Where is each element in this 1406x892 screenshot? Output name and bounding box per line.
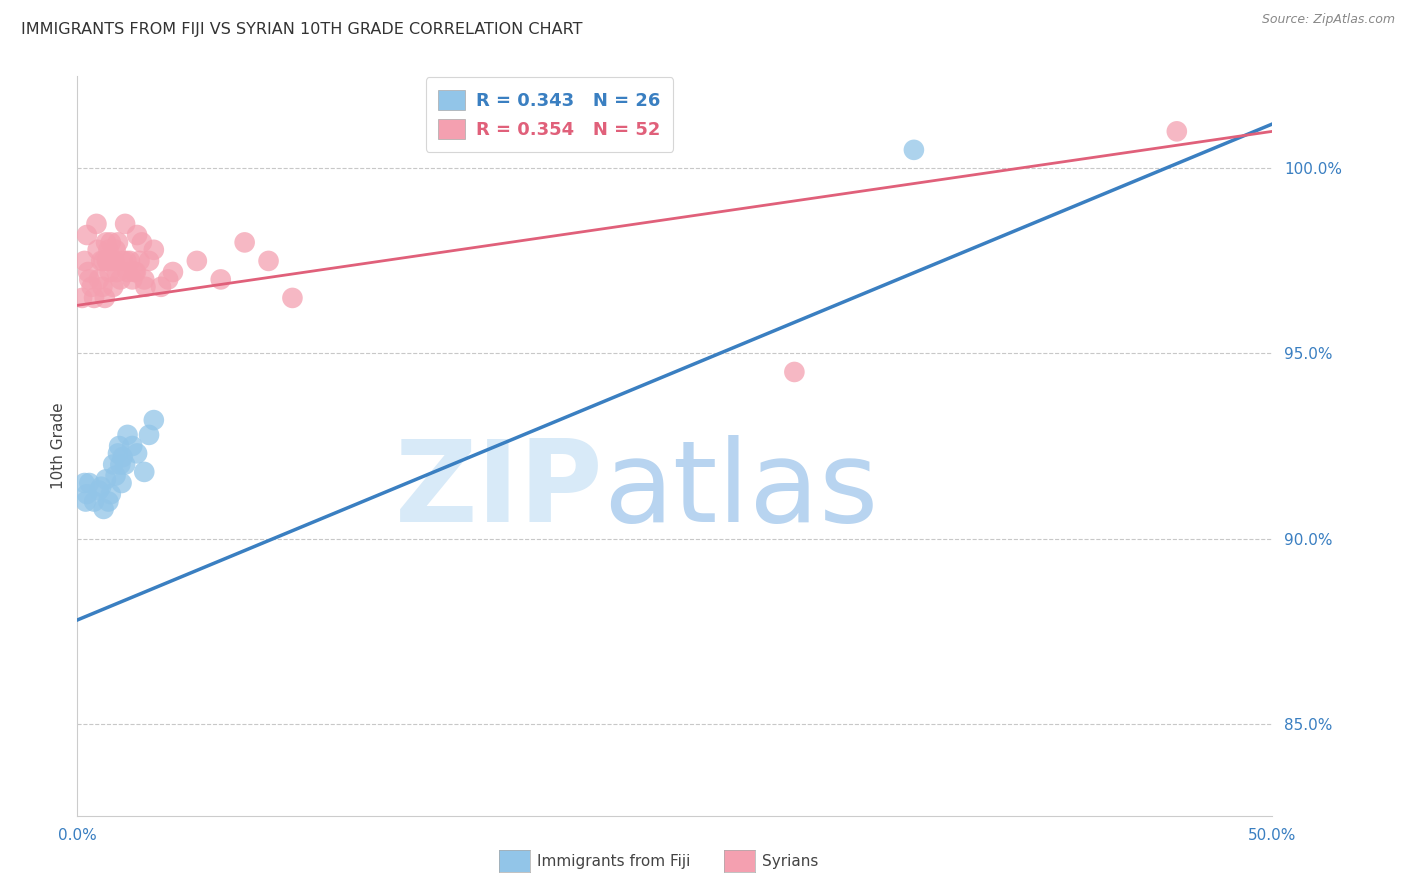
Point	[104, 243, 127, 257]
Point	[186, 253, 208, 268]
Point	[108, 439, 131, 453]
Point	[107, 235, 129, 250]
Point	[76, 227, 98, 242]
Point	[73, 253, 96, 268]
Point	[100, 487, 122, 501]
Point	[101, 253, 124, 268]
Text: Immigrants from Fiji: Immigrants from Fiji	[537, 854, 690, 869]
Point	[100, 235, 122, 250]
Point	[110, 475, 132, 490]
Point	[1166, 124, 1188, 138]
Point	[783, 365, 806, 379]
Point	[127, 227, 149, 242]
Point	[80, 280, 103, 294]
Point	[103, 280, 124, 294]
Point	[111, 253, 134, 268]
Point	[138, 428, 160, 442]
Point	[257, 253, 280, 268]
Point	[111, 450, 134, 464]
Point	[114, 458, 136, 472]
Point	[134, 272, 156, 286]
Point	[90, 253, 112, 268]
Text: Source: ZipAtlas.com: Source: ZipAtlas.com	[1261, 13, 1395, 27]
Point	[98, 265, 121, 279]
Point	[142, 413, 165, 427]
Point	[103, 458, 124, 472]
Point	[105, 265, 128, 279]
Point	[117, 428, 139, 442]
Point	[124, 265, 146, 279]
Point	[77, 265, 100, 279]
Point	[96, 253, 118, 268]
Point	[97, 494, 120, 508]
Point	[118, 253, 141, 268]
Point	[79, 475, 101, 490]
Point	[134, 280, 156, 294]
Point	[127, 446, 149, 460]
Point	[162, 265, 184, 279]
Point	[121, 439, 143, 453]
Point	[79, 272, 101, 286]
Point	[150, 280, 173, 294]
Point	[73, 475, 96, 490]
Point	[134, 465, 156, 479]
Point	[128, 253, 150, 268]
Point	[142, 243, 165, 257]
Text: atlas: atlas	[603, 435, 879, 546]
Point	[233, 235, 256, 250]
Point	[70, 291, 93, 305]
Point	[91, 280, 114, 294]
Point	[103, 253, 125, 268]
Point	[115, 253, 138, 268]
Point	[97, 243, 120, 257]
Point	[107, 446, 129, 460]
Text: IMMIGRANTS FROM FIJI VS SYRIAN 10TH GRADE CORRELATION CHART: IMMIGRANTS FROM FIJI VS SYRIAN 10TH GRAD…	[21, 22, 582, 37]
Point	[87, 272, 110, 286]
Point	[157, 272, 180, 286]
Point	[104, 468, 127, 483]
Point	[75, 494, 97, 508]
Y-axis label: 10th Grade: 10th Grade	[51, 402, 66, 490]
Point	[131, 235, 153, 250]
Point	[83, 291, 105, 305]
Legend: R = 0.343   N = 26, R = 0.354   N = 52: R = 0.343 N = 26, R = 0.354 N = 52	[426, 78, 673, 152]
Point	[90, 480, 112, 494]
Point	[94, 235, 117, 250]
Point	[76, 487, 98, 501]
Text: Syrians: Syrians	[762, 854, 818, 869]
Point	[94, 291, 117, 305]
Point	[121, 272, 143, 286]
Point	[86, 243, 108, 257]
Point	[93, 502, 115, 516]
Point	[83, 494, 105, 508]
Point	[110, 458, 132, 472]
Text: ZIP: ZIP	[395, 435, 603, 546]
Point	[209, 272, 232, 286]
Point	[86, 217, 108, 231]
Point	[903, 143, 925, 157]
Point	[125, 265, 148, 279]
Point	[138, 253, 160, 268]
Point	[87, 483, 110, 498]
Point	[114, 217, 136, 231]
Point	[117, 265, 139, 279]
Point	[281, 291, 304, 305]
Point	[96, 253, 118, 268]
Point	[93, 253, 115, 268]
Point	[110, 272, 132, 286]
Point	[94, 472, 117, 486]
